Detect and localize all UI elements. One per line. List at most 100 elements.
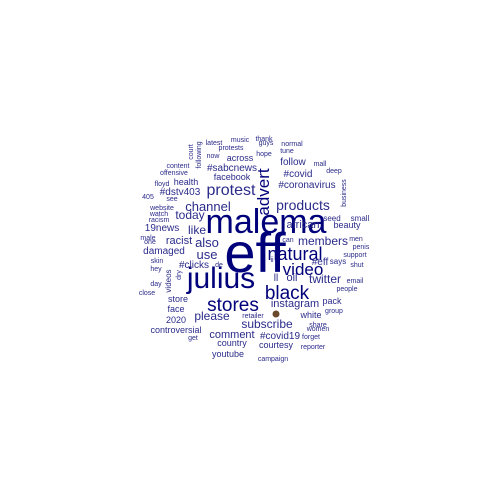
cloud-word: share xyxy=(309,322,327,329)
cloud-word: ll xyxy=(274,273,278,284)
cloud-word: reporter xyxy=(301,344,326,351)
cloud-word: subscribe xyxy=(241,317,293,331)
cloud-word: business xyxy=(341,179,348,207)
cloud-word: facebook xyxy=(214,172,251,182)
cloud-word: video xyxy=(283,260,324,279)
cloud-word: please xyxy=(194,309,230,323)
cloud-word: following xyxy=(196,141,203,168)
cloud-word: comment xyxy=(209,329,254,341)
cloud-word: stores xyxy=(207,295,259,316)
cloud-word: mall xyxy=(314,161,327,168)
cloud-word: seed xyxy=(323,214,340,223)
cloud-word: across xyxy=(227,153,254,163)
cloud-word: thank xyxy=(255,136,273,143)
cloud-word: male xyxy=(140,235,155,242)
cloud-word: members xyxy=(298,234,348,248)
cloud-word: african xyxy=(286,219,319,231)
cloud-word: content xyxy=(167,163,190,170)
cloud-word: people xyxy=(336,286,357,293)
cloud-word: face xyxy=(167,304,184,314)
cloud-word: #clicks xyxy=(179,260,209,271)
cloud-word: watch xyxy=(149,211,168,218)
cloud-word: 405 xyxy=(142,194,154,201)
cloud-word: channel xyxy=(185,199,231,214)
cloud-word: eff xyxy=(224,221,286,284)
cloud-word: videos xyxy=(164,269,173,292)
cloud-word: black xyxy=(265,283,310,304)
cloud-word: racism xyxy=(149,217,170,224)
cloud-word: women xyxy=(306,326,330,333)
cloud-word: also xyxy=(195,235,219,250)
cloud-word: store xyxy=(168,294,188,304)
cloud-word: white xyxy=(299,310,321,320)
cloud-word: skin xyxy=(151,258,164,265)
cloud-word: normal xyxy=(281,141,303,148)
cloud-word: campaign xyxy=(258,356,288,363)
cloud-word: close xyxy=(139,290,155,297)
cloud-word: email xyxy=(347,278,364,285)
cloud-word: dry xyxy=(176,270,183,280)
cloud-word: says xyxy=(330,257,346,266)
cloud-word: oil xyxy=(286,272,297,284)
cloud-word: ii xyxy=(270,257,274,264)
cloud-word: small xyxy=(351,214,370,223)
cloud-word: see xyxy=(166,196,177,203)
cloud-word: penis xyxy=(353,244,370,251)
cloud-word: music xyxy=(231,137,250,144)
cloud-word: #eff xyxy=(312,257,329,268)
cloud-word: #coronavirus xyxy=(278,180,335,191)
cloud-word: latest xyxy=(206,140,223,147)
cloud-word: today xyxy=(175,208,204,222)
cloud-word: men xyxy=(349,236,363,243)
cloud-word: pack xyxy=(322,296,342,306)
cloud-word: website xyxy=(149,205,174,212)
cloud-word: controversial xyxy=(150,325,201,335)
cloud-word: protests xyxy=(219,145,244,152)
cloud-word: day xyxy=(150,281,162,288)
cloud-word: twitter xyxy=(309,272,341,286)
cloud-word: shut xyxy=(350,262,363,269)
cloud-word: support xyxy=(343,252,366,259)
cloud-word: follow xyxy=(280,157,306,168)
cloud-word: forget xyxy=(302,334,320,341)
cloud-word: #covid19 xyxy=(260,331,300,342)
cloud-word: hope xyxy=(256,151,272,158)
cloud-word: products xyxy=(276,197,330,213)
cloud-word: now xyxy=(207,153,221,160)
cloud-word: #sabcnews xyxy=(207,163,257,174)
cloud-word: guys xyxy=(259,140,274,147)
cloud-word: 19news xyxy=(145,223,179,234)
cloud-word: use xyxy=(197,247,218,262)
cloud-word: courtesy xyxy=(259,340,294,350)
cloud-word: country xyxy=(217,338,247,348)
cloud-word: protest xyxy=(207,182,256,199)
cloud-word: health xyxy=(174,177,199,187)
cloud-word: beauty xyxy=(333,220,361,230)
cloud-word: advert xyxy=(254,168,273,216)
cloud-word: racist xyxy=(166,235,192,247)
small-brown-mark xyxy=(272,310,280,318)
cloud-word: tune xyxy=(280,148,294,155)
cloud-word: deep xyxy=(326,168,342,175)
cloud-word: retailer xyxy=(242,313,264,320)
cloud-word: floyd xyxy=(155,181,170,188)
cloud-word: one xyxy=(144,239,156,246)
cloud-word: julius xyxy=(186,262,255,295)
cloud-word: #dstv403 xyxy=(160,187,201,198)
cloud-word: hey xyxy=(150,266,162,273)
cloud-word: group xyxy=(325,308,343,315)
cloud-word: like xyxy=(188,223,206,237)
cloud-word: damaged xyxy=(143,246,185,257)
cloud-word: #covid xyxy=(284,169,313,180)
cloud-word: instagram xyxy=(271,298,319,310)
cloud-word: get xyxy=(188,335,198,342)
cloud-word: can xyxy=(282,237,293,244)
cloud-word: court xyxy=(188,144,195,160)
cloud-word: malema xyxy=(206,203,327,241)
cloud-word: 2020 xyxy=(166,315,186,325)
cloud-word: offensive xyxy=(160,170,188,177)
cloud-word: youtube xyxy=(212,349,244,359)
cloud-word: de xyxy=(215,262,223,269)
cloud-word: natural xyxy=(267,244,322,264)
